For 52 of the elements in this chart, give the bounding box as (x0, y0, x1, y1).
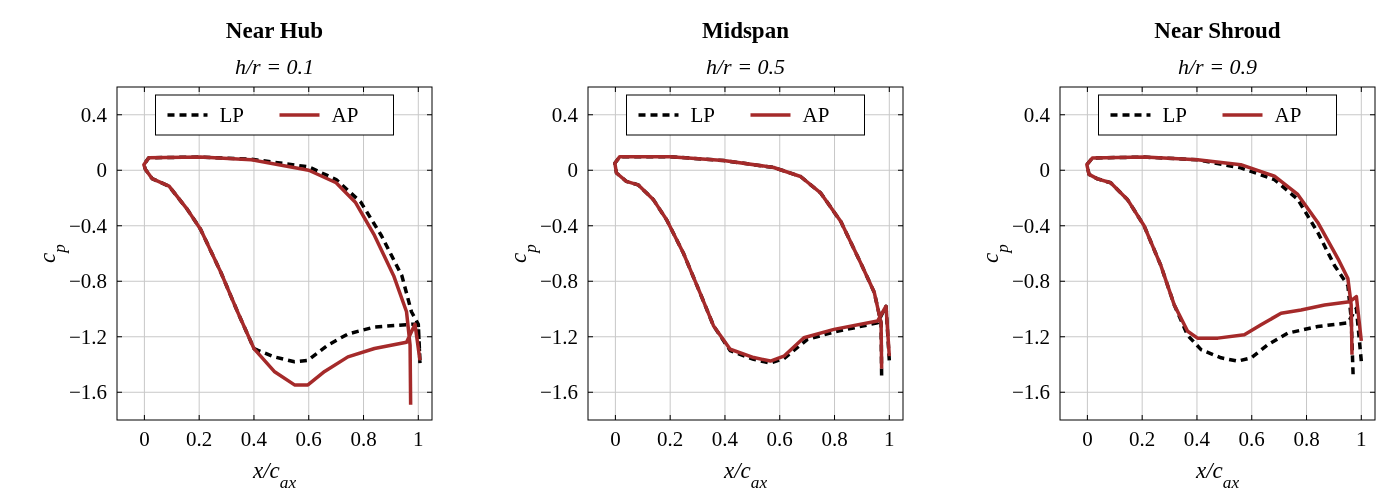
x-tick-label: 0.2 (186, 427, 213, 451)
x-tick-label: 0.8 (821, 427, 848, 451)
y-tick-label: −0.8 (1011, 269, 1050, 294)
x-tick-label: 0.2 (657, 427, 684, 451)
x-tick-label: 0.6 (766, 427, 793, 451)
y-tick-label: 0.4 (1023, 102, 1051, 127)
chart-title: Near Shroud (1154, 18, 1281, 43)
y-tick-label: −1.6 (1011, 380, 1050, 405)
x-axis-title: x/c$_{ax}$ (251, 458, 297, 492)
y-tick-label: 0.4 (551, 102, 579, 127)
y-tick-label: −1.6 (539, 380, 578, 405)
x-tick-label: 0.4 (1183, 427, 1211, 451)
x-tick-label: 0 (610, 427, 621, 451)
x-tick-label: 0 (139, 427, 150, 451)
x-tick-label: 1 (1356, 427, 1367, 451)
y-tick-label: −1.2 (539, 324, 578, 349)
y-tick-label: 0 (567, 158, 578, 183)
chart-subtitle: h/r = 0.9 (1177, 54, 1258, 79)
y-tick-label: −0.4 (68, 213, 108, 238)
x-tick-label: 0.6 (1238, 427, 1265, 451)
x-tick-label: 0.4 (711, 427, 739, 451)
line-series (142, 155, 422, 407)
y-tick-label: −0.4 (1011, 213, 1051, 238)
legend-label: AP (802, 103, 830, 127)
legend-label: LP (690, 103, 716, 127)
y-tick-label: −0.8 (539, 269, 578, 294)
x-axis-title: x/c$_{ax}$ (722, 458, 768, 492)
chart-subtitle: h/r = 0.1 (234, 54, 315, 79)
legend-label: AP (331, 103, 359, 127)
x-tick-label: 0.4 (240, 427, 268, 451)
legend-label: AP (1274, 103, 1302, 127)
legend-label: LP (219, 103, 245, 127)
x-tick-label: 0.8 (350, 427, 377, 451)
y-tick-label: 0 (96, 158, 107, 183)
x-tick-label: 0.8 (1293, 427, 1320, 451)
y-tick-label: −0.4 (539, 213, 579, 238)
y-tick-label: −1.2 (1011, 324, 1050, 349)
x-tick-label: 0.6 (295, 427, 322, 451)
x-tick-label: 0.2 (1129, 427, 1156, 451)
y-tick-label: 0 (1039, 158, 1050, 183)
chart-title: Near Hub (225, 18, 324, 43)
legend-label: LP (1162, 103, 1188, 127)
y-tick-label: −1.6 (68, 380, 107, 405)
x-tick-label: 1 (413, 427, 424, 451)
x-axis-title: x/c$_{ax}$ (1194, 458, 1240, 492)
y-tick-label: −1.2 (68, 324, 107, 349)
y-tick-label: −0.8 (68, 269, 107, 294)
y-tick-label: 0.4 (80, 102, 108, 127)
chart-title: Midspan (702, 18, 790, 43)
x-tick-label: 0 (1082, 427, 1093, 451)
x-tick-label: 1 (884, 427, 895, 451)
chart-subtitle: h/r = 0.5 (705, 54, 786, 79)
